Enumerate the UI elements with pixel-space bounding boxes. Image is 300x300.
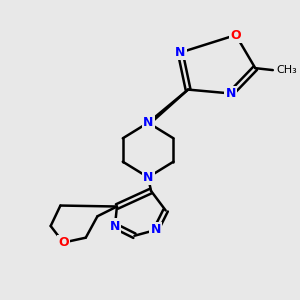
Text: N: N bbox=[143, 116, 153, 129]
Text: N: N bbox=[143, 171, 153, 184]
Text: N: N bbox=[151, 224, 161, 236]
Text: N: N bbox=[175, 46, 185, 59]
Text: N: N bbox=[226, 87, 236, 100]
Text: O: O bbox=[58, 236, 69, 249]
Text: O: O bbox=[230, 28, 241, 41]
Text: CH₃: CH₃ bbox=[277, 65, 298, 75]
Text: N: N bbox=[110, 220, 120, 232]
